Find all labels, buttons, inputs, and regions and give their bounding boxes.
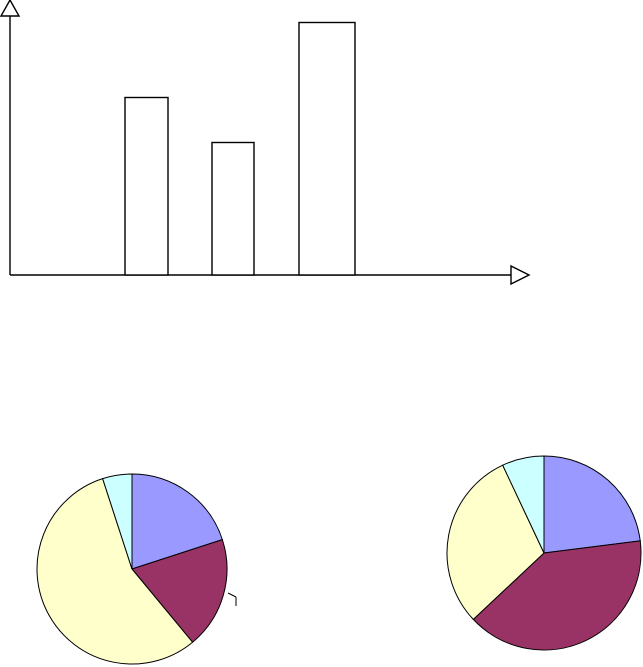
pie-left-slice-3 <box>36 478 194 665</box>
bar-chart <box>0 0 531 286</box>
bars-group <box>124 21 356 276</box>
pie-right-slice-4 <box>502 455 545 554</box>
y-axis-arrowhead <box>0 0 21 17</box>
pie-right-slice-3 <box>446 464 545 621</box>
pie-left-slice-2 <box>131 539 228 643</box>
pie-left-slice-4 <box>102 473 133 570</box>
pie-chart-right <box>446 455 642 651</box>
pie-left-slice-1 <box>131 473 223 570</box>
pie-right-slice-2 <box>472 540 642 651</box>
bar-3 <box>298 21 356 276</box>
pie-chart-left <box>36 473 228 665</box>
bar-1 <box>124 96 169 276</box>
pie-right-slice-1 <box>543 455 641 554</box>
bar-2 <box>211 141 255 276</box>
pie-left-leader-line <box>227 592 237 598</box>
x-axis-arrowhead <box>510 264 531 286</box>
